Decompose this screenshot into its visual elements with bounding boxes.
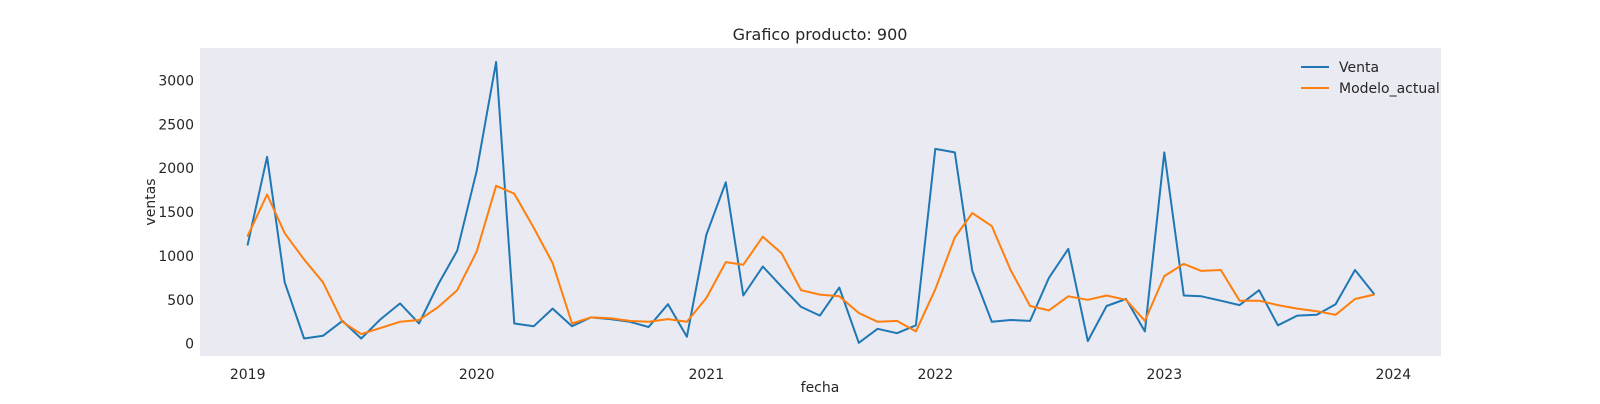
y-tick-label: 1000 bbox=[158, 249, 194, 265]
x-tick-label: 2022 bbox=[917, 367, 953, 383]
plot-area-background bbox=[200, 48, 1441, 356]
y-tick-label: 2500 bbox=[158, 117, 194, 133]
y-tick-label: 3000 bbox=[158, 73, 194, 89]
x-tick-label: 2020 bbox=[459, 367, 495, 383]
legend-label: Modelo_actual bbox=[1339, 81, 1440, 97]
chart-title: Grafico producto: 900 bbox=[733, 25, 908, 44]
x-tick-label: 2023 bbox=[1146, 367, 1182, 383]
y-tick-label: 500 bbox=[167, 293, 194, 309]
series-layer bbox=[246, 61, 1375, 344]
x-tick-label: 2024 bbox=[1375, 367, 1411, 383]
x-axis: 2019 2020 2021 2022 2023 2024 bbox=[230, 367, 1411, 383]
series-line-modelo-actual bbox=[246, 184, 1375, 336]
y-tick-label: 0 bbox=[185, 337, 194, 353]
legend-label: Venta bbox=[1339, 60, 1379, 76]
x-tick-label: 2021 bbox=[688, 367, 724, 383]
legend: Venta Modelo_actual bbox=[1301, 60, 1440, 97]
y-tick-label: 2000 bbox=[158, 161, 194, 177]
x-axis-label: fecha bbox=[801, 380, 840, 396]
y-axis: 0 500 1000 1500 2000 2500 3000 bbox=[158, 73, 194, 352]
y-tick-label: 1500 bbox=[158, 205, 194, 221]
series-line-venta bbox=[246, 61, 1375, 344]
x-tick-label: 2019 bbox=[230, 367, 266, 383]
y-axis-label: ventas bbox=[143, 178, 159, 225]
